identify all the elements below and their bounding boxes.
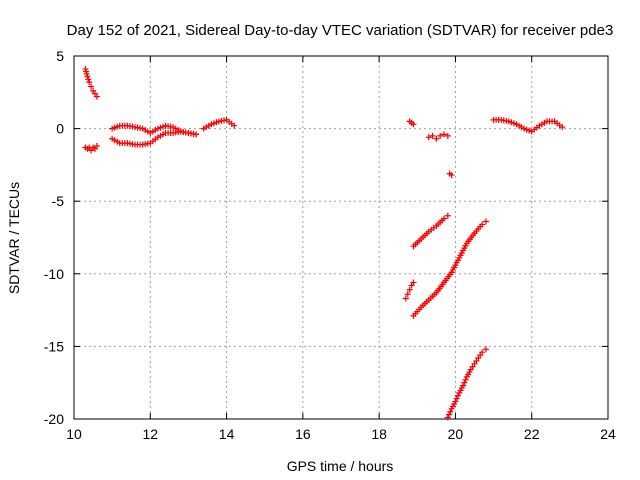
series-evening (490, 116, 566, 135)
x-tick-label: 12 (142, 426, 158, 442)
data-point (479, 221, 486, 228)
data-point (444, 212, 451, 219)
x-tick-label: 14 (219, 426, 235, 442)
data-point (406, 286, 413, 293)
data-point (93, 143, 100, 150)
data-point (433, 135, 440, 142)
series-point-19.9 (446, 170, 455, 179)
data-point (559, 124, 566, 131)
y-tick-label: 5 (56, 48, 64, 64)
y-tick-label: -15 (44, 338, 64, 354)
x-tick-label: 22 (524, 426, 540, 442)
data-point (440, 131, 447, 138)
x-tick-label: 16 (295, 426, 311, 442)
data-point (86, 79, 93, 86)
data-point (460, 382, 467, 389)
data-point (404, 291, 411, 298)
data-point (429, 132, 436, 139)
data-point (461, 379, 468, 386)
data-point (410, 121, 417, 128)
data-point (452, 398, 459, 405)
data-point (231, 122, 238, 129)
x-axis-label: GPS time / hours (287, 458, 394, 474)
data-point (482, 218, 489, 225)
x-tick-label: 20 (448, 426, 464, 442)
data-point (447, 408, 454, 415)
y-tick-label: -5 (52, 193, 65, 209)
y-tick-label: -20 (44, 411, 64, 427)
data-point (444, 132, 451, 139)
data-point (85, 76, 92, 83)
y-axis-label: SDTVAR / TECUs (6, 182, 22, 294)
axis-ticks: 10 12 14 16 18 20 22 24 5 0 -5 -10 -15 -20 (44, 48, 616, 442)
series-early-negative (82, 143, 100, 154)
y-tick-label: 0 (56, 121, 64, 137)
data-point (453, 395, 460, 402)
plot-border (73, 55, 609, 420)
data-point (440, 215, 447, 222)
series-midday (200, 116, 238, 132)
data-point (444, 414, 451, 421)
x-tick-label: 18 (371, 426, 387, 442)
data-point (462, 376, 469, 383)
chart-title: Day 152 of 2021, Sidereal Day-to-day VTE… (67, 22, 614, 39)
data-point (448, 172, 455, 179)
series-track-C (444, 346, 489, 421)
data-point (454, 392, 461, 399)
data-point (482, 346, 489, 353)
series-morning-lower (109, 128, 200, 148)
series-track-B (410, 218, 489, 319)
data-point (193, 131, 200, 138)
data-point (446, 411, 453, 418)
series-cluster-18.8 (406, 118, 417, 128)
x-tick-label: 10 (66, 426, 82, 442)
data-points (82, 66, 566, 421)
series-cluster-19.5 (425, 131, 451, 142)
data-point (84, 73, 91, 80)
data-point (437, 132, 444, 139)
data-point (402, 295, 409, 302)
data-point (88, 83, 95, 90)
data-point (479, 349, 486, 356)
series-track-A (410, 212, 451, 250)
data-point (93, 93, 100, 100)
series-track-B-start (402, 279, 417, 302)
series-early-descent (82, 66, 100, 100)
x-tick-label: 24 (600, 426, 616, 442)
data-point (410, 279, 417, 286)
data-point (425, 134, 432, 141)
y-tick-label: -10 (44, 266, 64, 282)
